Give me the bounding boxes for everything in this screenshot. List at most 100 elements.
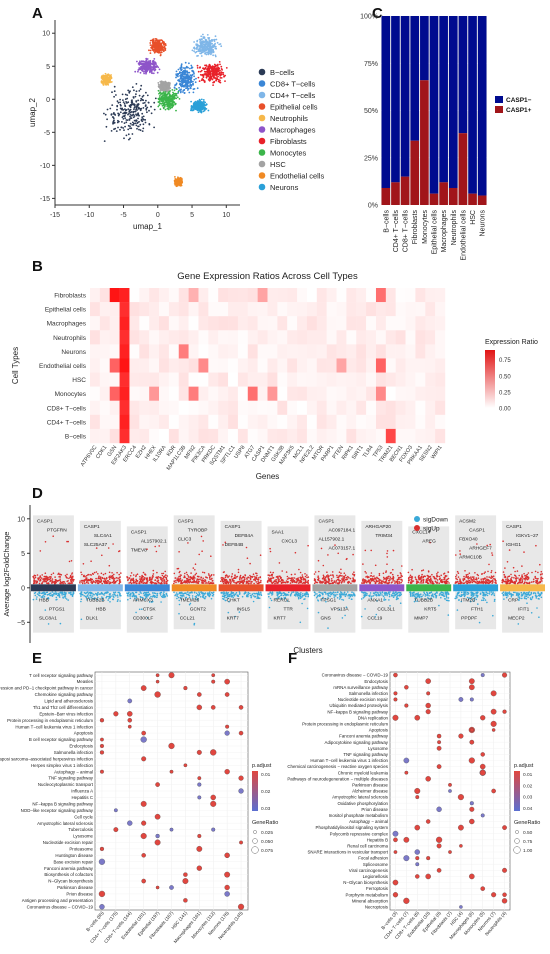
umap-point: [190, 106, 193, 109]
sig-up-point: [237, 571, 240, 574]
sig-up-point: [186, 573, 188, 576]
sig-down-point: [59, 622, 62, 625]
umap-point: [133, 105, 136, 107]
umap-point: [186, 73, 189, 75]
umap-point: [162, 50, 165, 53]
sig-up-point: [191, 577, 193, 580]
umap-point: [110, 130, 113, 132]
sig-down-point: [64, 595, 67, 597]
umap-point: [185, 83, 187, 86]
umap-point: [214, 45, 217, 48]
umap-point: [139, 107, 141, 110]
heatmap-cell: [306, 414, 318, 430]
sig-up-point: [271, 575, 274, 577]
sig-down-point: [141, 596, 144, 599]
umap-point: [143, 68, 146, 71]
umap-point: [115, 130, 118, 133]
sig-up-point: [52, 572, 55, 574]
heatmap-cell: [405, 288, 416, 303]
umap-point: [188, 91, 191, 94]
umap-point: [196, 105, 199, 108]
umap-point: [105, 82, 108, 85]
heatmap-cell: [326, 302, 337, 317]
sig-down-point: [197, 597, 199, 600]
sig-down-point: [135, 599, 138, 601]
sig-up-point: [269, 571, 272, 574]
sig-up-point: [128, 577, 131, 579]
heatmap-cell: [218, 428, 229, 444]
umap-point: [179, 71, 182, 74]
sig-up-point: [70, 560, 73, 562]
sig-up-point: [130, 572, 133, 574]
sig-down-point: [182, 594, 184, 596]
sig-up-point: [132, 577, 135, 580]
heatmap-cell: [366, 414, 377, 430]
sig-down-point: [206, 592, 209, 594]
sig-up-point: [173, 580, 175, 582]
heatmap-cell: [385, 288, 396, 303]
umap-point: [146, 94, 149, 97]
sig-down-point: [228, 600, 230, 603]
heatmap-cell: [356, 386, 367, 401]
umap-point: [129, 115, 131, 118]
umap-point: [217, 78, 220, 81]
umap-point: [178, 98, 181, 100]
sig-up-point: [39, 578, 42, 581]
sig-up-point: [146, 548, 148, 550]
umap-point: [189, 67, 191, 70]
umap-point: [200, 111, 203, 114]
heatmap-cell: [375, 428, 387, 444]
heatmap-cell: [109, 386, 120, 401]
sig-up-point: [141, 579, 144, 582]
sig-down-point: [189, 591, 192, 594]
heatmap-cell: [129, 372, 140, 387]
umap-point: [202, 45, 205, 48]
heatmap-cell: [346, 344, 357, 359]
umap-point: [208, 50, 210, 53]
sig-down-point: [260, 593, 262, 595]
sig-up-point: [95, 571, 98, 573]
umap-point: [184, 77, 187, 80]
umap-point: [125, 109, 128, 111]
sig-down-point: [233, 593, 235, 596]
sig-up-point: [107, 580, 109, 582]
sig-up-point: [101, 577, 104, 579]
sig-up-point: [178, 578, 180, 580]
sig-up-point: [161, 582, 163, 585]
umap-point: [213, 72, 216, 74]
sig-down-point: [36, 593, 39, 595]
umap-point: [159, 91, 161, 94]
sig-down-point: [89, 594, 91, 597]
umap-point: [142, 118, 144, 120]
heatmap-cell: [208, 358, 219, 373]
umap-point: [142, 99, 145, 102]
heatmap-cell: [336, 344, 347, 359]
heatmap-cell: [346, 330, 357, 345]
sig-down-point: [250, 596, 252, 599]
legend-swatch: [258, 160, 266, 168]
umap-point: [110, 81, 113, 83]
heatmap-cell: [385, 302, 396, 317]
heatmap-cell: [119, 400, 130, 416]
umap-point: [110, 74, 112, 76]
heatmap-cell: [375, 386, 387, 401]
sig-up-point: [269, 574, 271, 577]
umap-point: [205, 104, 207, 106]
sig-up-point: [140, 581, 143, 584]
umap-point: [139, 109, 142, 112]
umap-point: [198, 45, 201, 47]
sig-up-point: [231, 578, 233, 580]
down-gene-label: CHKT: [227, 598, 240, 604]
sig-up-point: [111, 574, 114, 577]
sig-up-point: [253, 582, 255, 585]
sig-up-point: [250, 582, 252, 585]
sig-down-point: [222, 595, 225, 598]
umap-plot: -15 -10 -5 0 5 10-15-10-50510umap_1umap_2B−ce…: [28, 20, 324, 231]
umap-point: [131, 121, 134, 124]
heatmap-cell: [129, 288, 140, 303]
y-axis-title: Cell Types: [11, 347, 20, 384]
heatmap-cell: [385, 330, 396, 345]
umap-point: [147, 60, 150, 63]
umap-point: [200, 79, 203, 82]
umap-point: [165, 89, 168, 92]
